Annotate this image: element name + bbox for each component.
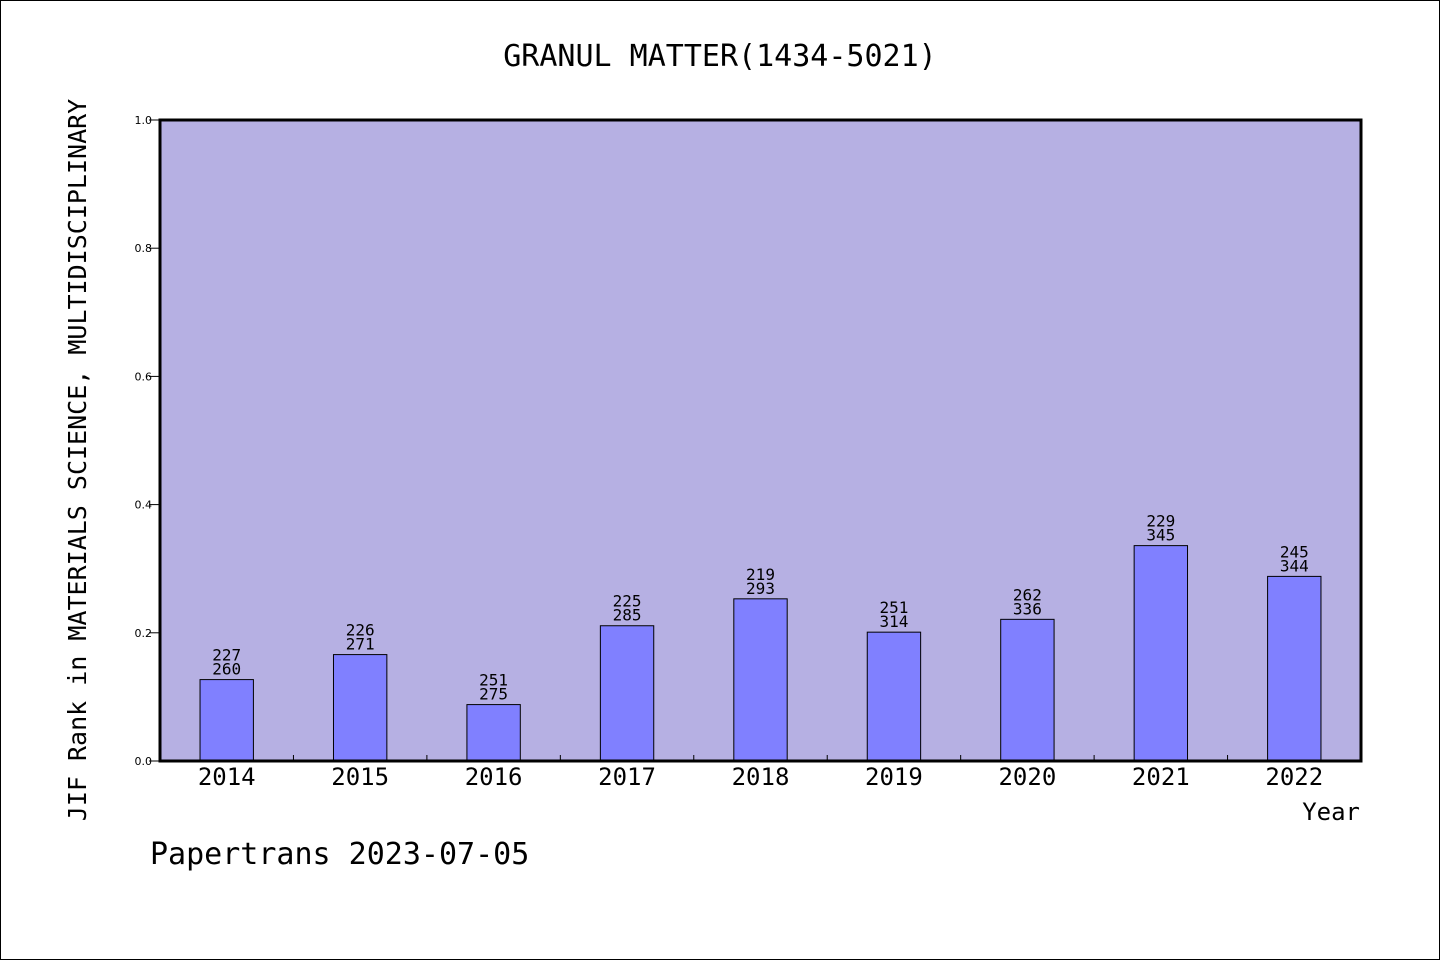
bars-layer: 2272602262712512752252852192932513142623… — [199, 512, 1322, 762]
bar-2018 — [733, 598, 788, 762]
bar-2021 — [1133, 545, 1189, 762]
bar-total-label: 344 — [1280, 556, 1309, 575]
bar-rank-label: 219 — [746, 565, 775, 584]
bar-2015 — [332, 654, 388, 762]
bar-total-label: 271 — [346, 635, 375, 654]
x-tick-label: 2018 — [732, 763, 790, 791]
bar-total-label: 345 — [1146, 526, 1175, 545]
x-tick-label: 2020 — [998, 763, 1056, 791]
y-tick-label: 0.8 — [135, 242, 153, 255]
y-tick-label: 0.6 — [135, 370, 153, 383]
bar-rank-label: 227 — [212, 646, 241, 665]
x-tick-label: 2015 — [331, 763, 389, 791]
bar-rank-label: 251 — [879, 598, 908, 617]
y-axis-label: JIF Rank in MATERIALS SCIENCE, MULTIDISC… — [63, 99, 92, 821]
bar-rank-label: 226 — [346, 621, 375, 640]
bar-rank-label: 251 — [479, 671, 508, 690]
bar-total-label: 336 — [1013, 599, 1042, 618]
bar-total-label: 260 — [212, 660, 241, 679]
bar-total-label: 285 — [613, 606, 642, 625]
bar-2019 — [866, 631, 922, 762]
bar-total-label: 314 — [879, 612, 908, 631]
bar-total-label: 293 — [746, 579, 775, 598]
plot-border — [158, 118, 1363, 763]
y-ticks: 0.0 0.2 0.4 0.6 0.8 1.0 — [135, 114, 160, 768]
bar-rank-label: 225 — [613, 592, 642, 611]
y-tick-label: 0.4 — [135, 499, 153, 512]
x-tick-label: 2022 — [1265, 763, 1323, 791]
x-tick-label: 2017 — [598, 763, 656, 791]
bar-2016 — [466, 704, 521, 762]
y-tick-label: 0.0 — [135, 755, 153, 768]
bar-rank-label: 245 — [1280, 542, 1309, 561]
chart-title: GRANUL MATTER(1434-5021) — [503, 39, 936, 74]
x-ticks: 2014 2015 2016 2017 2018 2019 2020 2021 2022 — [198, 755, 1323, 791]
bar-total-label: 275 — [479, 685, 508, 704]
bar-2014 — [199, 679, 254, 762]
x-axis-label: Year — [1302, 798, 1360, 826]
bar-rank-label: 229 — [1146, 512, 1175, 531]
y-tick-label: 0.2 — [135, 627, 153, 640]
footer-watermark: Papertrans 2023-07-05 — [150, 837, 529, 872]
x-tick-label: 2014 — [198, 763, 256, 791]
bar-2022 — [1267, 575, 1322, 762]
x-tick-label: 2019 — [865, 763, 923, 791]
x-tick-label: 2016 — [465, 763, 523, 791]
x-tick-label: 2021 — [1132, 763, 1190, 791]
y-tick-label: 1.0 — [135, 114, 153, 127]
bar-2017 — [599, 625, 655, 762]
bar-2020 — [1000, 618, 1055, 762]
bar-rank-label: 262 — [1013, 585, 1042, 604]
